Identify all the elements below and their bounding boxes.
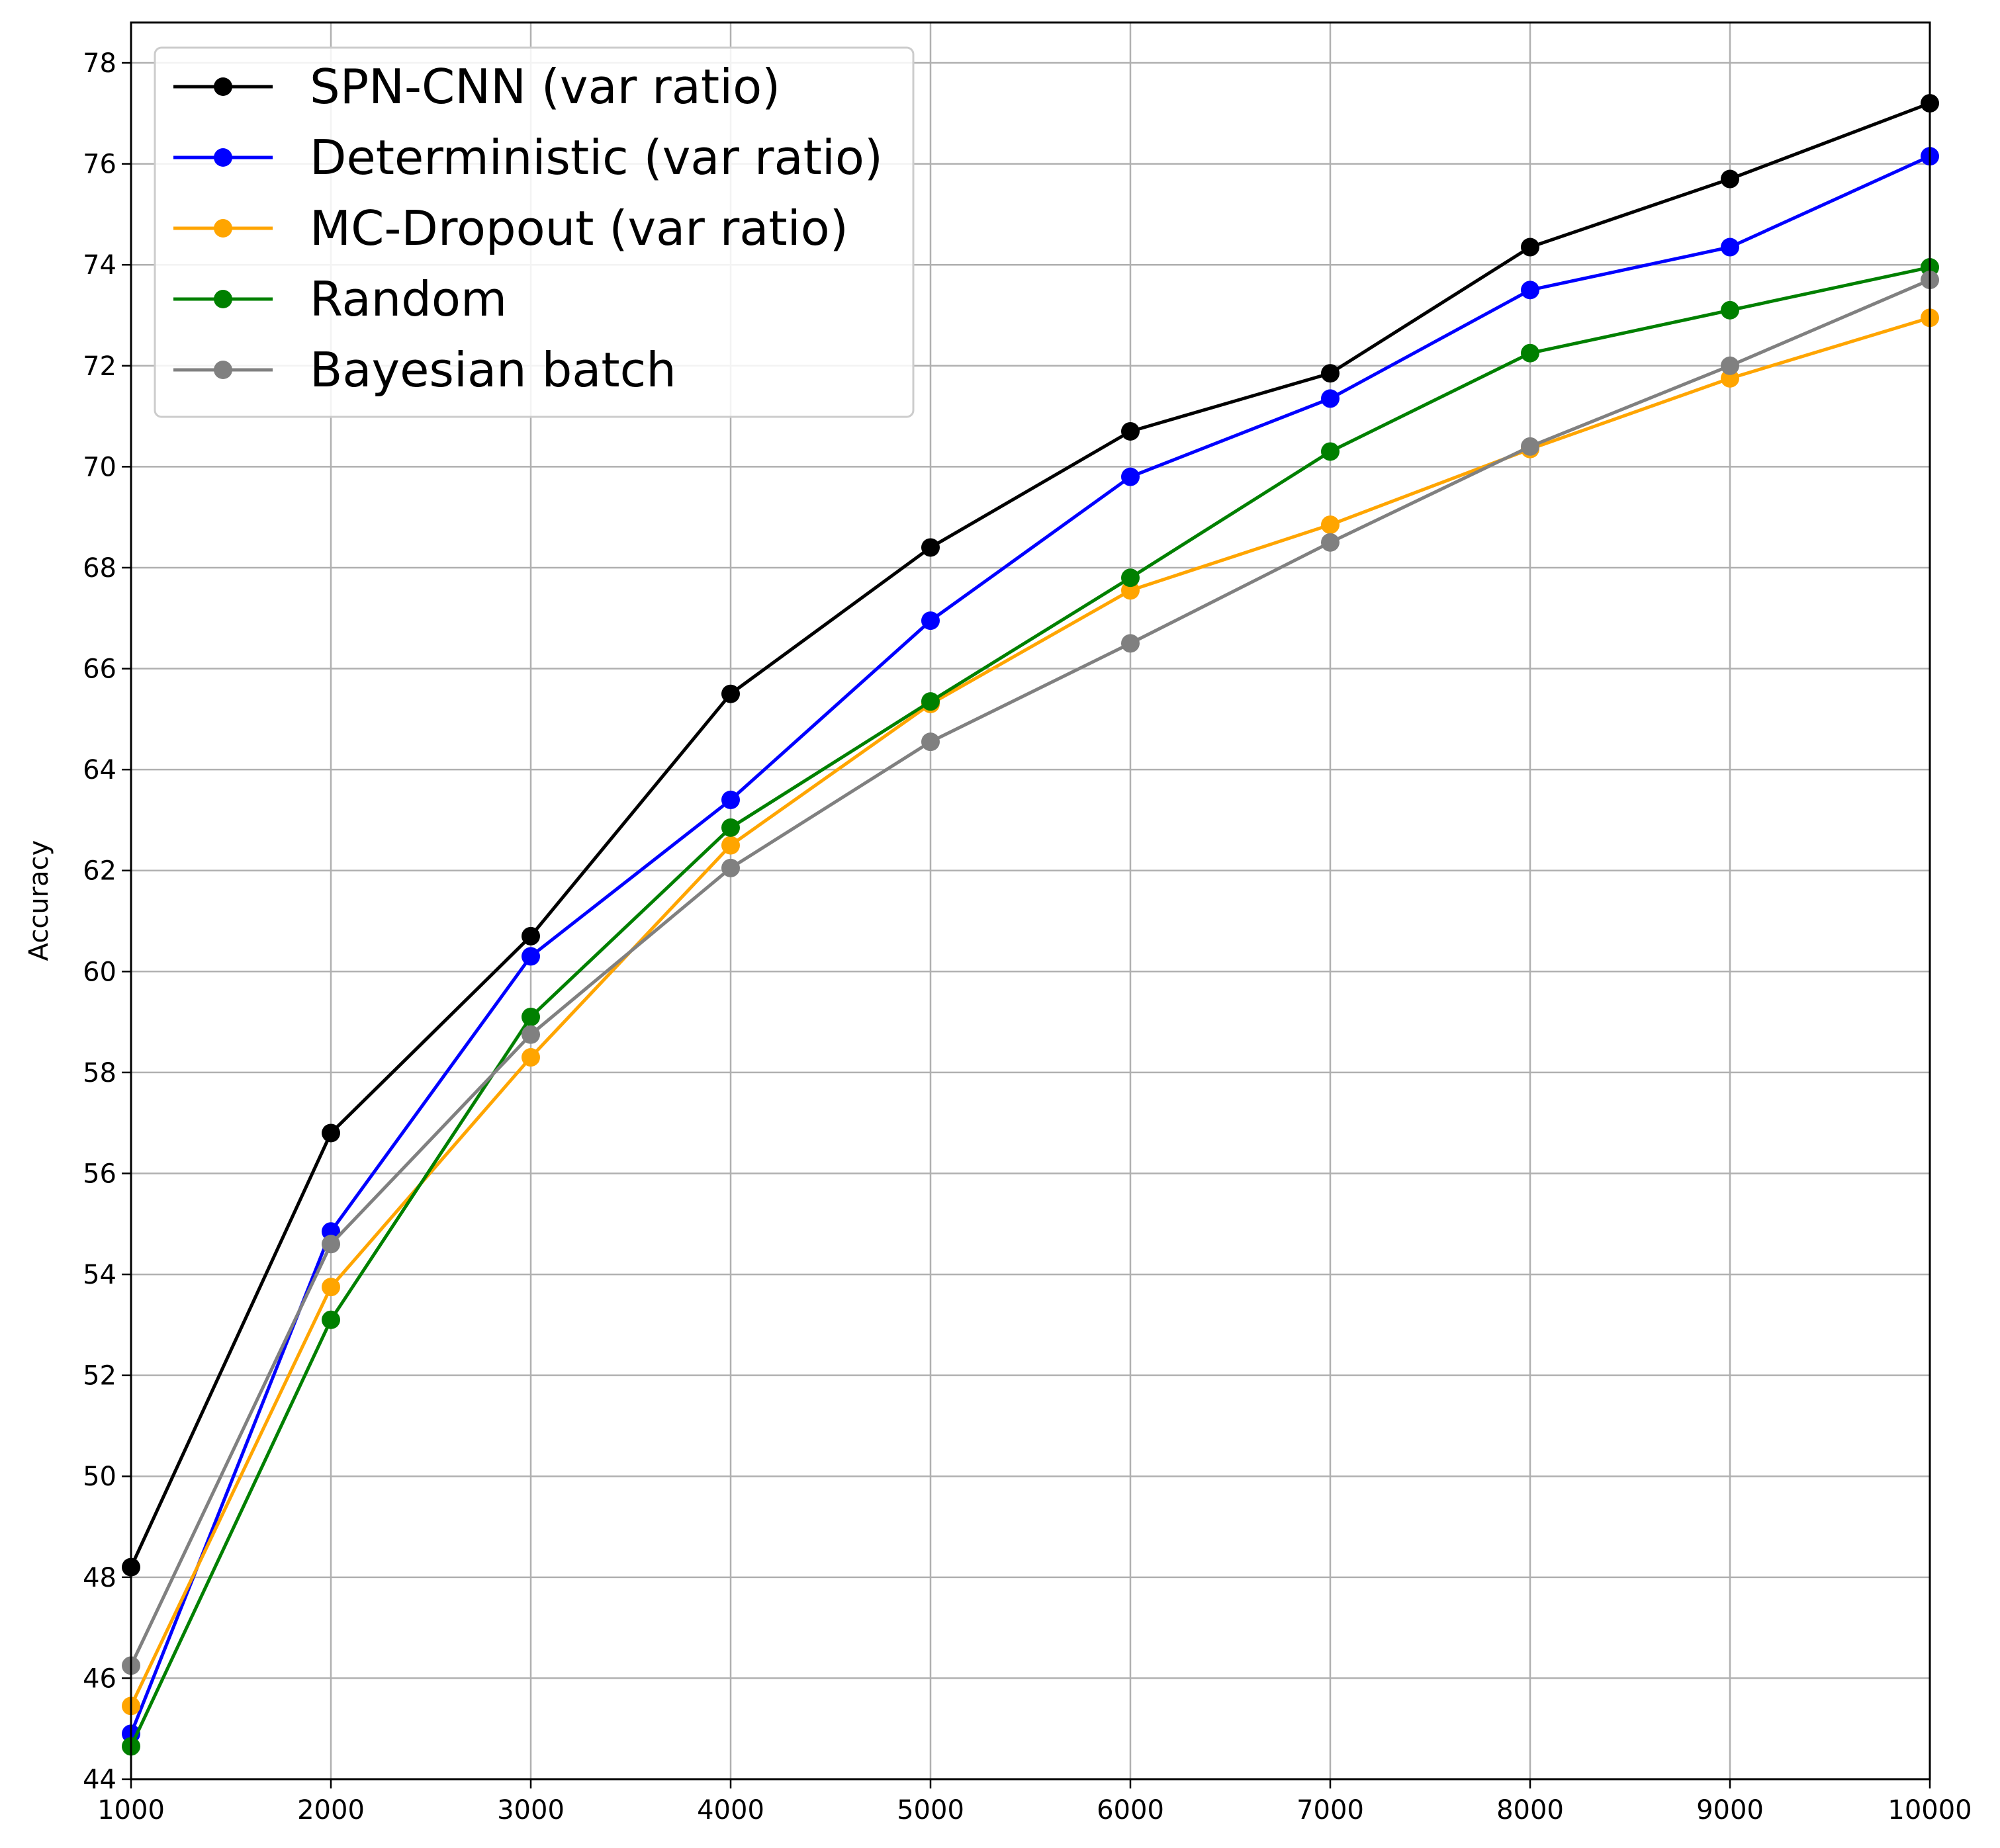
data-point bbox=[522, 926, 540, 946]
data-point bbox=[1321, 442, 1340, 461]
y-tick-label: 68 bbox=[83, 553, 116, 584]
y-tick-label: 64 bbox=[83, 755, 116, 785]
y-tick-label: 52 bbox=[83, 1361, 116, 1391]
y-tick-label: 62 bbox=[83, 856, 116, 887]
data-point bbox=[522, 1007, 540, 1026]
x-tick-label: 8000 bbox=[1496, 1795, 1564, 1826]
legend-swatch-marker bbox=[214, 77, 232, 96]
data-point bbox=[1321, 364, 1340, 383]
data-point bbox=[1721, 356, 1739, 375]
legend-item: SPN-CNN (var ratio) bbox=[173, 59, 780, 114]
data-point bbox=[1721, 300, 1739, 320]
y-axis-title: Accuracy bbox=[24, 840, 54, 961]
x-tick-label: 6000 bbox=[1097, 1795, 1164, 1826]
x-tick-label: 9000 bbox=[1696, 1795, 1764, 1826]
legend-box bbox=[154, 46, 915, 418]
x-tick-label: 3000 bbox=[497, 1795, 565, 1826]
axis-ticks: 1000 2000 3000 4000 5000 6000 7000 8000 9000 1000… bbox=[83, 48, 1972, 1826]
legend-item: Random bbox=[173, 271, 507, 327]
series-3 bbox=[122, 258, 1939, 1756]
series-line bbox=[129, 154, 1931, 1735]
data-point bbox=[1521, 281, 1539, 300]
legend-label: Deterministic (var ratio) bbox=[310, 130, 883, 185]
x-tick-label: 2000 bbox=[297, 1795, 365, 1826]
x-tick-label: 4000 bbox=[697, 1795, 764, 1826]
y-tick-label: 56 bbox=[83, 1159, 116, 1189]
y-tick-label: 50 bbox=[83, 1462, 116, 1492]
data-point bbox=[322, 1310, 340, 1329]
y-tick-label: 74 bbox=[83, 250, 116, 281]
data-point bbox=[1121, 467, 1140, 486]
data-point bbox=[1721, 169, 1739, 189]
legend: SPN-CNN (var ratio) Deterministic (var ra… bbox=[154, 46, 915, 418]
data-point bbox=[721, 858, 740, 877]
x-tick-label: 7000 bbox=[1296, 1795, 1364, 1826]
data-point bbox=[322, 1235, 340, 1254]
series-line bbox=[129, 316, 1931, 1707]
y-tick-label: 78 bbox=[83, 48, 116, 79]
legend-swatch-marker bbox=[214, 219, 232, 238]
data-point bbox=[1521, 238, 1539, 257]
y-tick-label: 54 bbox=[83, 1260, 116, 1290]
y-tick-label: 48 bbox=[83, 1563, 116, 1593]
y-tick-label: 66 bbox=[83, 654, 116, 685]
series-line bbox=[129, 265, 1931, 1747]
data-point bbox=[1121, 634, 1140, 653]
data-point bbox=[1321, 515, 1340, 535]
legend-item: Deterministic (var ratio) bbox=[173, 130, 883, 185]
data-point bbox=[1121, 421, 1140, 441]
data-point bbox=[1721, 238, 1739, 257]
legend-label: Random bbox=[310, 271, 507, 327]
legend-item: MC-Dropout (var ratio) bbox=[173, 200, 848, 256]
legend-swatch-marker bbox=[214, 148, 232, 167]
y-tick-label: 44 bbox=[83, 1765, 116, 1795]
data-point bbox=[1121, 568, 1140, 588]
y-tick-label: 70 bbox=[83, 452, 116, 482]
y-tick-label: 72 bbox=[83, 351, 116, 382]
data-point bbox=[921, 611, 940, 631]
plot-frame bbox=[130, 21, 1931, 1781]
data-point bbox=[921, 692, 940, 711]
data-point bbox=[322, 1123, 340, 1143]
x-tick-label: 5000 bbox=[897, 1795, 964, 1826]
y-tick-label: 58 bbox=[83, 1058, 116, 1088]
data-point bbox=[921, 732, 940, 752]
y-tick-label: 76 bbox=[83, 150, 116, 180]
series-line bbox=[129, 278, 1931, 1667]
series-0 bbox=[122, 94, 1939, 1577]
legend-label: MC-Dropout (var ratio) bbox=[310, 200, 848, 256]
legend-item: Bayesian batch bbox=[173, 342, 676, 398]
series-line bbox=[129, 101, 1931, 1568]
data-point bbox=[1321, 533, 1340, 552]
data-point bbox=[721, 818, 740, 837]
data-point bbox=[522, 947, 540, 966]
data-point bbox=[522, 1048, 540, 1067]
y-tick-label: 46 bbox=[83, 1663, 116, 1694]
data-point bbox=[1521, 437, 1539, 456]
y-tick-label: 60 bbox=[83, 957, 116, 987]
data-point bbox=[921, 538, 940, 557]
data-point bbox=[721, 836, 740, 855]
legend-swatch-marker bbox=[214, 290, 232, 308]
series-layer bbox=[122, 94, 1939, 1756]
data-point bbox=[721, 684, 740, 703]
data-point bbox=[1521, 343, 1539, 363]
legend-swatch-marker bbox=[214, 361, 232, 379]
x-tick-label: 1000 bbox=[97, 1795, 165, 1826]
legend-label: SPN-CNN (var ratio) bbox=[310, 59, 780, 114]
x-tick-label: 10000 bbox=[1887, 1795, 1972, 1826]
data-point bbox=[721, 790, 740, 809]
data-point bbox=[322, 1278, 340, 1297]
data-point bbox=[522, 1025, 540, 1044]
data-point bbox=[1321, 389, 1340, 408]
legend-label: Bayesian batch bbox=[310, 342, 676, 398]
